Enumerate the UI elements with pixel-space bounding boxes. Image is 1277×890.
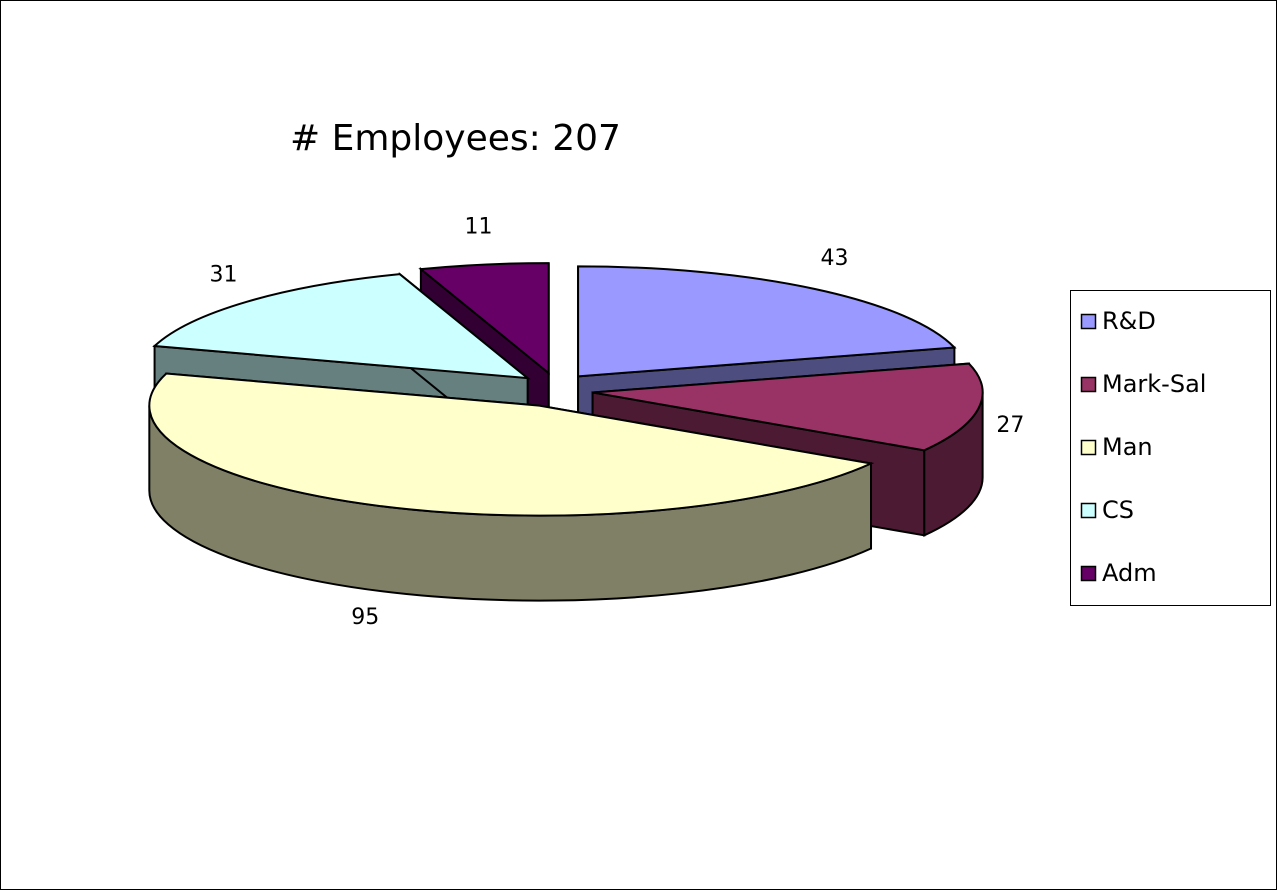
data-label: 31 (209, 263, 237, 288)
legend-label: Mark-Sal (1102, 370, 1206, 398)
legend-box (1070, 290, 1271, 606)
pie-slice (148, 372, 875, 602)
slice-top (148, 372, 875, 517)
chart-title: # Employees: 207 (290, 118, 621, 159)
slice-top (577, 265, 957, 378)
legend-label: R&D (1102, 307, 1156, 335)
legend-swatch (1080, 565, 1097, 582)
legend-swatch (1080, 502, 1097, 519)
slice-top (592, 362, 984, 452)
slice-top (418, 262, 550, 376)
data-label: 43 (820, 246, 848, 271)
legend-label: Adm (1102, 559, 1157, 587)
data-label: 95 (351, 605, 379, 630)
slice-top (152, 273, 531, 380)
data-label: 27 (996, 413, 1024, 438)
legend-swatch (1080, 376, 1097, 393)
legend-swatch (1080, 313, 1097, 330)
legend-label: CS (1102, 496, 1134, 524)
legend-label: Man (1102, 433, 1153, 461)
legend-swatch (1080, 439, 1097, 456)
data-label: 11 (465, 214, 493, 239)
